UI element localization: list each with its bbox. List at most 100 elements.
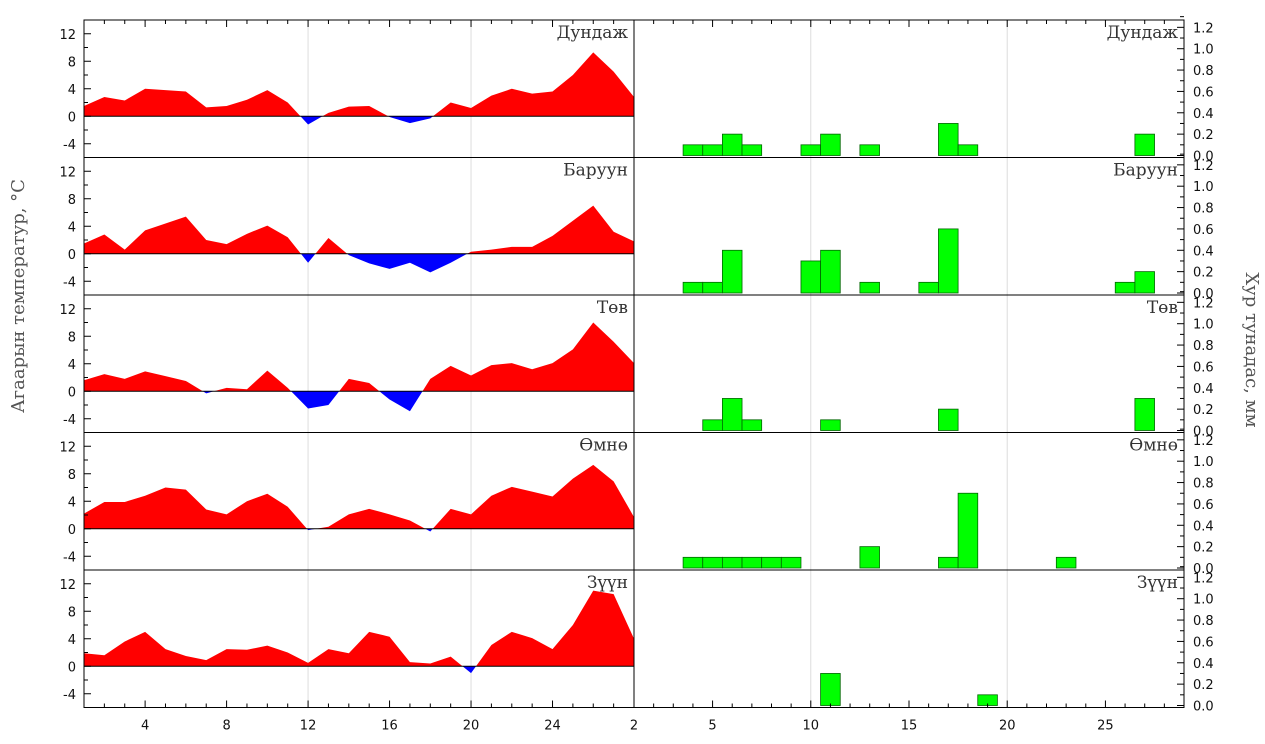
panel-row: 12 8 4 0 -4 Төв 1.2 1.0 0.8 0.6 0.4 0.2 0.0 Төв xyxy=(59,291,1214,440)
y-tick-label: 4 xyxy=(68,633,76,648)
panel-frame xyxy=(633,19,1185,158)
y-tick-label: 0.2 xyxy=(1193,541,1214,556)
temperature-cold-area xyxy=(84,253,634,273)
y-tick-label: 0.6 xyxy=(1193,223,1214,238)
y-tick-label: 0.0 xyxy=(1193,287,1214,302)
y-tick-label: 0.4 xyxy=(1193,244,1214,259)
precipitation-bar xyxy=(938,228,959,294)
y-tick-label: 0.6 xyxy=(1193,635,1214,650)
y-tick-label: 0.2 xyxy=(1193,266,1214,281)
precipitation-bar xyxy=(702,144,723,156)
y-tick-label: 0.8 xyxy=(1193,64,1214,79)
y-tick-label: 0.4 xyxy=(1193,657,1214,672)
precipitation-bar xyxy=(721,249,743,294)
precipitation-bar xyxy=(859,546,880,569)
precipitation-bar xyxy=(780,556,802,569)
temperature-warm-area xyxy=(84,52,634,117)
x-tick-label: 16 xyxy=(381,719,398,734)
precipitation-bar xyxy=(820,133,841,156)
y-tick-label: 0.2 xyxy=(1193,678,1214,693)
y-tick-label: 0.4 xyxy=(1193,107,1214,122)
y-tick-label: 0 xyxy=(68,110,76,125)
precipitation-bar xyxy=(741,556,763,569)
y-tick-label: 1.2 xyxy=(1193,296,1214,311)
precipitation-bar xyxy=(741,419,763,431)
y-tick-label: 0 xyxy=(68,660,76,675)
y-tick-label: -4 xyxy=(63,688,76,703)
y-tick-label: 4 xyxy=(68,83,76,98)
precipitation-bar xyxy=(1055,556,1077,569)
precipitation-bar xyxy=(702,556,723,569)
y-tick-label: 0.6 xyxy=(1193,360,1214,375)
y-tick-label: 8 xyxy=(68,55,76,70)
y-tick-label: 8 xyxy=(68,605,76,620)
panel-frame xyxy=(633,569,1185,708)
x-tick-label: 20 xyxy=(463,719,480,734)
x-tick-label: 4 xyxy=(141,719,149,734)
precipitation-bar xyxy=(938,123,959,156)
y-tick-label: 4 xyxy=(68,495,76,510)
y-tick-label: 1.0 xyxy=(1193,43,1214,58)
panel-frame xyxy=(633,294,1185,433)
y-tick-label: 12 xyxy=(59,28,76,43)
y-tick-label: 0.0 xyxy=(1193,425,1214,440)
precipitation-bar xyxy=(957,492,979,569)
x-tick-label: 24 xyxy=(544,719,561,734)
y-tick-label: 0 xyxy=(68,385,76,400)
precipitation-bar xyxy=(859,281,880,294)
precipitation-bar xyxy=(820,249,841,294)
panel-title: Өмнө xyxy=(579,436,628,456)
panel-title: Дундаж xyxy=(1107,23,1179,43)
x-tick-label: 10 xyxy=(803,719,820,734)
y-tick-label: 0.2 xyxy=(1193,403,1214,418)
y-tick-label: 1.0 xyxy=(1193,180,1214,195)
precipitation-bar xyxy=(721,133,743,156)
temperature-warm-area xyxy=(84,322,634,392)
panel-title: Өмнө xyxy=(1129,436,1178,456)
panel-frame xyxy=(633,157,1185,296)
x-tick-label: 20 xyxy=(999,719,1016,734)
y-tick-label: -4 xyxy=(63,138,76,153)
y-tick-label: 0.0 xyxy=(1193,700,1214,715)
y-axis-title-precipitation: Хур тунадас, мм xyxy=(1241,272,1262,427)
panel-row: 12 8 4 0 -4 Дундаж 1.2 1.0 0.8 0.6 0.4 0.2 0.0 Дундаж xyxy=(59,16,1214,165)
precipitation-bar xyxy=(1114,281,1136,294)
y-tick-label: 12 xyxy=(59,165,76,180)
precipitation-bar xyxy=(859,144,880,156)
y-tick-label: 0.8 xyxy=(1193,477,1214,492)
panel-frame xyxy=(83,19,635,158)
x-tick-label: 2 xyxy=(630,719,638,734)
y-tick-label: 0.6 xyxy=(1193,498,1214,513)
precipitation-bar xyxy=(918,281,939,294)
y-tick-label: 0.8 xyxy=(1193,202,1214,217)
y-tick-label: 1.2 xyxy=(1193,21,1214,36)
y-tick-label: 0.8 xyxy=(1193,614,1214,629)
x-tick-label: 8 xyxy=(222,719,230,734)
panel-row: 12 8 4 0 -4 Баруун 1.2 1.0 0.8 0.6 0.4 0.2 0.0 Баруун xyxy=(59,153,1214,302)
y-tick-label: 1.2 xyxy=(1193,571,1214,586)
precipitation-bar xyxy=(820,673,841,706)
precipitation-bar xyxy=(1134,133,1155,156)
y-tick-label: 0 xyxy=(68,248,76,263)
precipitation-bar xyxy=(721,556,743,569)
panel-title: Төв xyxy=(597,298,628,318)
x-tick-label: 15 xyxy=(901,719,918,734)
panels-group: 12 8 4 0 -4 Дундаж 1.2 1.0 0.8 0.6 0.4 0.2 0.0 Дундаж… xyxy=(59,16,1214,734)
precipitation-bar xyxy=(938,408,959,431)
y-tick-label: 8 xyxy=(68,330,76,345)
y-tick-label: 12 xyxy=(59,303,76,318)
temperature-warm-area xyxy=(84,464,634,529)
y-tick-label: 4 xyxy=(68,220,76,235)
x-tick-label: 25 xyxy=(1097,719,1114,734)
y-axis-title-temperature: Агаарын температур, °C xyxy=(8,179,29,413)
panel-frame xyxy=(83,569,635,708)
panel-title: Баруун xyxy=(1113,161,1178,181)
temperature-warm-area xyxy=(84,590,634,667)
panel-title: Төв xyxy=(1147,298,1178,318)
y-tick-label: 1.0 xyxy=(1193,455,1214,470)
precipitation-bar xyxy=(702,281,723,294)
y-tick-label: -4 xyxy=(63,550,76,565)
panel-frame xyxy=(633,432,1185,571)
panel-title: Дундаж xyxy=(557,23,629,43)
panel-title: Зүүн xyxy=(1137,573,1178,593)
